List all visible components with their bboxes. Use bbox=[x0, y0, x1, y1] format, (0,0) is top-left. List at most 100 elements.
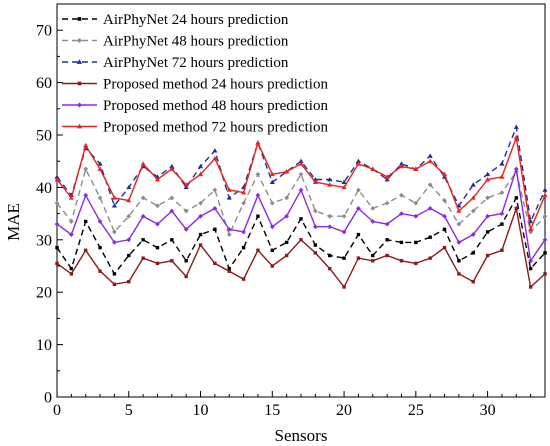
data-point bbox=[428, 256, 432, 260]
data-point bbox=[327, 224, 333, 230]
series-5 bbox=[54, 166, 548, 264]
data-point bbox=[542, 192, 548, 198]
data-point bbox=[97, 219, 103, 224]
legend-marker bbox=[76, 123, 83, 129]
legend-marker bbox=[76, 59, 83, 64]
data-point bbox=[327, 176, 333, 182]
data-point bbox=[269, 224, 275, 230]
data-point bbox=[385, 238, 389, 242]
data-point bbox=[197, 163, 204, 169]
data-point bbox=[427, 182, 433, 188]
data-point bbox=[284, 169, 290, 174]
data-point bbox=[442, 227, 447, 232]
x-tick-label: 15 bbox=[264, 402, 280, 419]
data-point bbox=[470, 195, 476, 200]
data-point bbox=[299, 238, 303, 242]
data-point bbox=[184, 274, 188, 279]
data-point bbox=[198, 200, 203, 206]
data-point bbox=[226, 195, 232, 200]
data-point bbox=[341, 229, 347, 235]
data-point bbox=[528, 266, 533, 271]
data-point bbox=[342, 256, 346, 260]
data-point bbox=[299, 217, 303, 221]
data-point bbox=[84, 219, 88, 224]
data-point bbox=[312, 179, 318, 184]
y-tick-label: 20 bbox=[36, 285, 52, 302]
data-point bbox=[298, 171, 304, 177]
data-point bbox=[312, 208, 318, 214]
legend-entry: AirPhyNet 48 hours prediction bbox=[62, 34, 289, 50]
data-point bbox=[513, 166, 519, 172]
data-point bbox=[485, 176, 491, 182]
data-point bbox=[256, 214, 260, 218]
data-point bbox=[298, 158, 304, 163]
data-point bbox=[442, 198, 447, 203]
legend-entry: AirPhyNet 24 hours prediction bbox=[62, 12, 289, 28]
data-point bbox=[384, 200, 390, 206]
data-point bbox=[112, 240, 117, 245]
data-point bbox=[499, 161, 505, 166]
series-line bbox=[56, 167, 546, 237]
data-point bbox=[155, 203, 160, 209]
data-point bbox=[212, 148, 218, 153]
legend: AirPhyNet 24 hours prediction AirPhyNet 4… bbox=[62, 12, 328, 136]
data-point bbox=[298, 161, 304, 166]
data-point bbox=[485, 253, 490, 258]
data-point bbox=[213, 227, 217, 232]
data-point bbox=[543, 272, 547, 276]
axes-layer: 0 5 10 15 20 25 30 0 10 20 30 40 50 60 70 bbox=[36, 3, 546, 419]
data-point bbox=[543, 251, 547, 255]
data-point bbox=[212, 187, 218, 193]
data-point bbox=[97, 166, 103, 171]
data-point bbox=[328, 253, 332, 258]
data-point bbox=[499, 190, 505, 196]
data-point bbox=[356, 187, 361, 193]
data-point bbox=[226, 226, 232, 232]
data-point bbox=[169, 208, 175, 214]
data-point bbox=[341, 179, 347, 184]
data-point bbox=[269, 200, 275, 206]
data-point bbox=[83, 142, 89, 148]
data-point bbox=[111, 203, 117, 208]
data-point bbox=[141, 238, 145, 242]
data-point bbox=[54, 174, 60, 179]
data-point bbox=[183, 226, 189, 232]
data-point bbox=[414, 261, 418, 266]
data-point bbox=[355, 158, 361, 163]
legend-entry: Proposed method 48 hours prediction bbox=[62, 98, 328, 114]
data-point bbox=[183, 184, 189, 190]
data-point bbox=[284, 253, 289, 258]
data-point bbox=[227, 266, 231, 271]
data-point bbox=[313, 243, 318, 247]
data-point bbox=[370, 205, 376, 211]
data-point bbox=[342, 285, 346, 289]
data-point bbox=[427, 153, 433, 158]
data-point bbox=[413, 166, 419, 171]
data-point bbox=[471, 280, 475, 284]
data-point bbox=[427, 205, 433, 211]
data-point bbox=[499, 211, 505, 216]
data-point bbox=[399, 192, 404, 198]
legend-label: AirPhyNet 48 hours prediction bbox=[103, 34, 289, 50]
data-point bbox=[284, 240, 289, 245]
data-point bbox=[68, 195, 74, 200]
data-point bbox=[542, 187, 548, 192]
data-point bbox=[513, 135, 519, 140]
data-point bbox=[198, 243, 203, 247]
y-tick-label: 70 bbox=[36, 23, 52, 40]
data-point bbox=[126, 197, 132, 203]
x-tick-label: 20 bbox=[336, 402, 352, 419]
data-point bbox=[427, 158, 433, 163]
data-point bbox=[341, 184, 347, 190]
data-point bbox=[399, 211, 404, 216]
data-point bbox=[127, 280, 131, 284]
y-tick-label: 50 bbox=[36, 128, 52, 145]
data-point bbox=[140, 195, 146, 201]
data-point bbox=[83, 166, 89, 172]
data-point bbox=[197, 171, 204, 177]
data-point bbox=[327, 182, 333, 187]
data-point bbox=[170, 259, 174, 263]
legend-label: AirPhyNet 24 hours prediction bbox=[103, 12, 289, 28]
plot-frame bbox=[56, 3, 546, 398]
data-point bbox=[269, 171, 275, 177]
